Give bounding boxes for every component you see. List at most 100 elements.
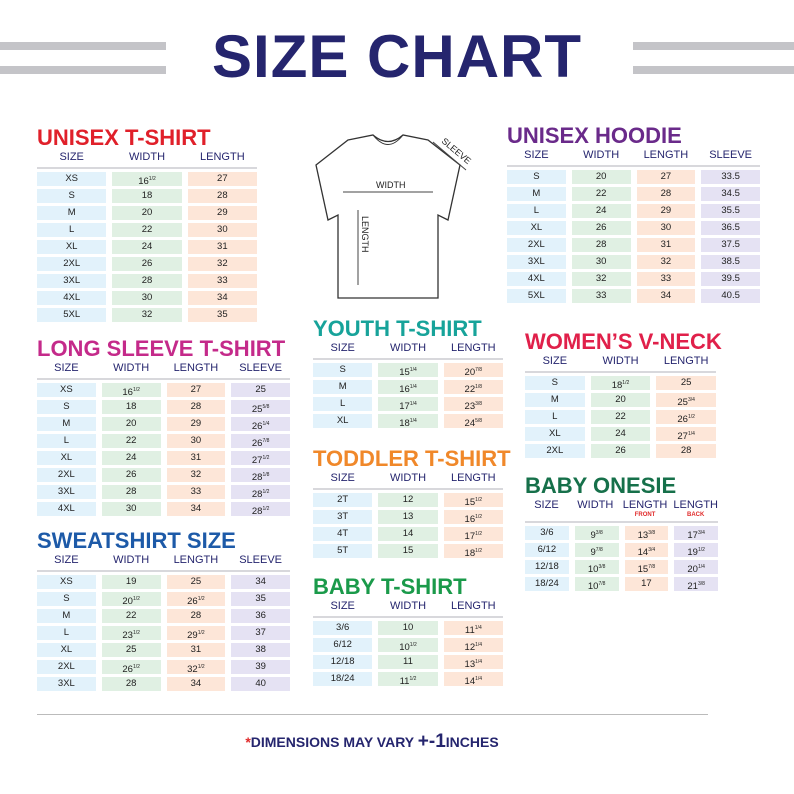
table-cell: 10 <box>378 621 438 635</box>
table-cell: 111/2 <box>378 672 438 687</box>
table-row: 3T 13 161/2 <box>313 510 503 525</box>
table-cell: 261/2 <box>166 592 226 607</box>
table-cell: 213/8 <box>674 577 718 592</box>
column-header: SIZE <box>37 553 96 567</box>
table-cell: 173/4 <box>674 526 718 541</box>
table-cell: 261/2 <box>101 660 161 675</box>
width-label: WIDTH <box>376 180 406 190</box>
table-cell: 36.5 <box>701 221 760 235</box>
decor-bar <box>0 66 166 74</box>
table-cell: 233/8 <box>443 397 503 412</box>
table-cell: M <box>507 187 566 201</box>
column-header: SIZE <box>313 471 372 485</box>
section-title: WOMEN’S V-NECK <box>525 329 722 354</box>
table-cell: 24 <box>571 204 631 218</box>
table-cell: 28 <box>187 189 257 203</box>
table-cell: M <box>313 380 373 394</box>
table-cell: 201/4 <box>674 560 718 575</box>
table-cell: 281/2 <box>231 502 290 517</box>
table-cell: 11 <box>378 655 438 669</box>
table-row: 4T 14 171/2 <box>313 527 503 542</box>
table-cell: 97/8 <box>574 543 619 558</box>
table-cell: 25 <box>231 383 290 397</box>
table-cell: 111/4 <box>443 621 503 636</box>
table-cell: 34.5 <box>701 187 760 201</box>
table-cell: 33 <box>571 289 631 303</box>
table-cell: 39.5 <box>701 272 760 286</box>
column-header-label: WIDTH <box>389 600 427 612</box>
table-cell: 29 <box>166 417 226 431</box>
table-cell: 3XL <box>37 274 107 288</box>
table-row: 6/12 101/2 121/4 <box>313 638 503 653</box>
table-cell: 3T <box>313 510 373 524</box>
table-cell: 22 <box>590 410 651 424</box>
footer-unit: INCHES <box>445 734 499 750</box>
table-cell: 34 <box>166 677 226 691</box>
table-row: 2XL 261/2 321/2 39 <box>37 660 290 675</box>
table-cell: 27 <box>166 383 226 397</box>
table-cell: L <box>507 204 566 218</box>
section-long-sleeve: LONG SLEEVE T-SHIRT SIZE WIDTH LENGTH SLEEVE… <box>37 337 290 519</box>
column-header-label: LENGTH <box>451 342 496 354</box>
column-header-label: WIDTH <box>389 342 427 354</box>
column-header: SLEEVE <box>231 553 290 567</box>
table-cell: L <box>37 626 96 640</box>
table-row: 18/24 107/8 17 213/8 <box>525 577 718 592</box>
column-header-label: LENGTH <box>200 151 245 163</box>
table-row: M 22 28 34.5 <box>507 187 760 201</box>
column-header: SIZE <box>525 498 568 518</box>
section-baby-onesie: BABY ONESIE SIZE WIDTH LENGTH FRONT LENGTH BAC… <box>525 474 718 594</box>
table-cell: 33 <box>187 274 257 288</box>
table-cell: XL <box>313 414 373 428</box>
table-row: XL 26 30 36.5 <box>507 221 760 235</box>
table-cell: 20 <box>590 393 651 407</box>
table-cell: 291/2 <box>166 626 226 641</box>
column-subheader: FRONT <box>634 512 656 518</box>
table-cell: 201/2 <box>101 592 161 607</box>
table-cell: 26 <box>590 444 651 458</box>
table-cell: XL <box>37 240 107 254</box>
section-title: YOUTH T-SHIRT <box>313 316 482 341</box>
table-row: XS 161/2 27 <box>37 172 257 187</box>
table-cell: 141/4 <box>443 672 503 687</box>
column-header: LENGTH BACK <box>673 498 718 518</box>
table-cell: 25 <box>656 376 716 390</box>
table-cell: 28 <box>166 609 226 623</box>
table-cell: L <box>37 434 96 448</box>
table-cell: M <box>37 206 107 220</box>
table-row: 2XL 26 32 281/8 <box>37 468 290 483</box>
column-header-label: WIDTH <box>113 362 150 374</box>
table-cell: 161/2 <box>443 510 503 525</box>
table-cell: 29 <box>187 206 257 220</box>
table-cell: 39 <box>231 660 290 674</box>
table-row: L 231/2 291/2 37 <box>37 626 290 641</box>
table-cell: 22 <box>571 187 631 201</box>
section-title: LONG SLEEVE T-SHIRT <box>37 336 286 361</box>
table-cell: XL <box>37 643 96 657</box>
table-cell: 28 <box>101 485 161 499</box>
table-cell: 20 <box>112 206 182 220</box>
table-cell: 30 <box>571 255 631 269</box>
table-row: XL 24 271/4 <box>525 427 716 442</box>
table-cell: 171/2 <box>443 527 503 542</box>
section-baby-tshirt: BABY T-SHIRT SIZE WIDTH LENGTH 3/6 10 111/4 6/1… <box>313 575 503 689</box>
table-cell: 26 <box>571 221 631 235</box>
table-cell: 161/4 <box>378 380 438 395</box>
column-header-label: SIZE <box>54 554 79 566</box>
table-cell: 151/4 <box>378 363 438 378</box>
table-row: M 22 28 36 <box>37 609 290 623</box>
table-cell: 28 <box>112 274 182 288</box>
table-row: XS 161/2 27 25 <box>37 383 290 398</box>
table-cell: 32 <box>187 257 257 271</box>
table-cell: 28 <box>656 444 716 458</box>
table-cell: 34 <box>187 291 257 305</box>
table-header: SIZE WIDTH LENGTH <box>313 341 503 360</box>
table-cell: 33.5 <box>701 170 760 184</box>
table-cell: 255/8 <box>231 400 290 415</box>
table-cell: 191/2 <box>674 543 718 558</box>
table-cell: 181/4 <box>378 414 438 429</box>
table-cell: 32 <box>636 255 696 269</box>
column-header-label: SIZE <box>59 151 84 163</box>
table-row: M 161/4 221/8 <box>313 380 503 395</box>
table-cell: 31 <box>166 643 226 657</box>
